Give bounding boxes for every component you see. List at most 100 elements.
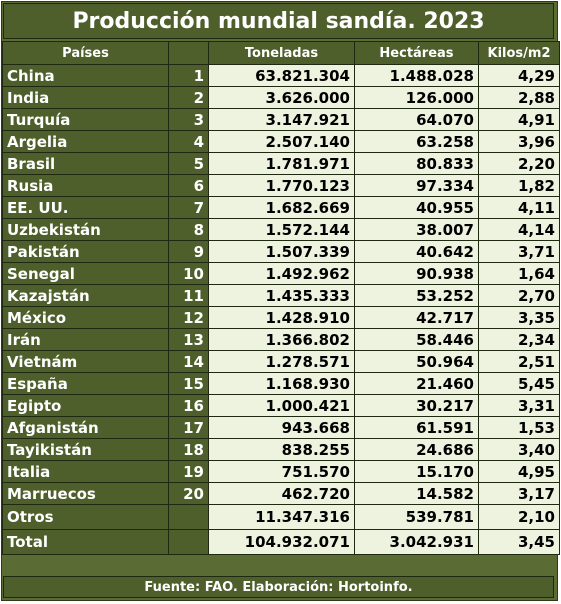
cell-rank: 8	[168, 218, 209, 241]
cell-country: Egipto	[2, 394, 169, 417]
cell-kilos: 4,95	[478, 460, 560, 483]
cell-tons: 1.435.333	[208, 284, 355, 307]
cell-kilos: 2,88	[478, 86, 560, 109]
table-row: Uzbekistán 8 1.572.144 38.007 4,14	[2, 218, 560, 241]
cell-rank: 19	[168, 460, 209, 483]
table-row: Turquía 3 3.147.921 64.070 4,91	[2, 108, 560, 131]
cell-rank: 5	[168, 152, 209, 175]
cell-tons: 1.278.571	[208, 350, 355, 373]
cell-kilos: 2,20	[478, 152, 560, 175]
cell-rank: 6	[168, 174, 209, 197]
cell-kilos: 3,71	[478, 240, 560, 263]
otros-country: Otros	[2, 504, 169, 530]
table-row: México 12 1.428.910 42.717 3,35	[2, 306, 560, 329]
page-title: Producción mundial sandía. 2023	[3, 3, 554, 39]
cell-country: Marruecos	[2, 482, 169, 505]
row-otros: Otros 11.347.316 539.781 2,10	[2, 504, 560, 530]
cell-rank: 11	[168, 284, 209, 307]
cell-tons: 1.168.930	[208, 372, 355, 395]
cell-country: Argelia	[2, 130, 169, 153]
table-row: China 1 63.821.304 1.488.028 4,29	[2, 64, 560, 87]
table-row: Brasil 5 1.781.971 80.833 2,20	[2, 152, 560, 175]
cell-country: Rusia	[2, 174, 169, 197]
cell-kilos: 1,64	[478, 262, 560, 285]
cell-tons: 462.720	[208, 482, 355, 505]
cell-tons: 1.000.421	[208, 394, 355, 417]
row-total: Total 104.932.071 3.042.931 3,45	[2, 529, 560, 555]
cell-kilos: 4,11	[478, 196, 560, 219]
cell-hectares: 80.833	[354, 152, 479, 175]
cell-hectares: 40.955	[354, 196, 479, 219]
table-row: Vietnám 14 1.278.571 50.964 2,51	[2, 350, 560, 373]
cell-tons: 3.626.000	[208, 86, 355, 109]
cell-tons: 1.572.144	[208, 218, 355, 241]
cell-tons: 1.507.339	[208, 240, 355, 263]
cell-country: Uzbekistán	[2, 218, 169, 241]
cell-kilos: 4,91	[478, 108, 560, 131]
cell-country: Turquía	[2, 108, 169, 131]
header-row: Países Toneladas Hectáreas Kilos/m2	[2, 41, 560, 65]
cell-country: India	[2, 86, 169, 109]
cell-hectares: 14.582	[354, 482, 479, 505]
cell-rank: 13	[168, 328, 209, 351]
cell-tons: 1.770.123	[208, 174, 355, 197]
table-row: España 15 1.168.930 21.460 5,45	[2, 372, 560, 395]
cell-rank: 9	[168, 240, 209, 263]
cell-tons: 2.507.140	[208, 130, 355, 153]
table-row: Tayikistán 18 838.255 24.686 3,40	[2, 438, 560, 461]
cell-hectares: 90.938	[354, 262, 479, 285]
cell-rank: 18	[168, 438, 209, 461]
cell-kilos: 4,29	[478, 64, 560, 87]
header-kilos: Kilos/m2	[478, 41, 560, 65]
table-row: Italia 19 751.570 15.170 4,95	[2, 460, 560, 483]
cell-hectares: 53.252	[354, 284, 479, 307]
cell-kilos: 2,34	[478, 328, 560, 351]
cell-hectares: 15.170	[354, 460, 479, 483]
cell-country: Vietnám	[2, 350, 169, 373]
cell-rank: 20	[168, 482, 209, 505]
table-row: Argelia 4 2.507.140 63.258 3,96	[2, 130, 560, 153]
cell-tons: 1.682.669	[208, 196, 355, 219]
total-hectares: 3.042.931	[354, 529, 479, 555]
cell-hectares: 126.000	[354, 86, 479, 109]
cell-rank: 2	[168, 86, 209, 109]
cell-hectares: 30.217	[354, 394, 479, 417]
cell-tons: 3.147.921	[208, 108, 355, 131]
cell-rank: 16	[168, 394, 209, 417]
cell-country: Afganistán	[2, 416, 169, 439]
cell-rank: 12	[168, 306, 209, 329]
cell-country: España	[2, 372, 169, 395]
header-rank	[168, 41, 209, 65]
table-row: Senegal 10 1.492.962 90.938 1,64	[2, 262, 560, 285]
cell-country: Kazajstán	[2, 284, 169, 307]
cell-country: China	[2, 64, 169, 87]
cell-country: EE. UU.	[2, 196, 169, 219]
header-country: Países	[2, 41, 169, 65]
total-rank	[168, 529, 209, 555]
cell-rank: 3	[168, 108, 209, 131]
table-row: Afganistán 17 943.668 61.591 1,53	[2, 416, 560, 439]
table-row: India 2 3.626.000 126.000 2,88	[2, 86, 560, 109]
cell-tons: 838.255	[208, 438, 355, 461]
cell-country: Tayikistán	[2, 438, 169, 461]
cell-country: Senegal	[2, 262, 169, 285]
cell-country: Brasil	[2, 152, 169, 175]
cell-country: Irán	[2, 328, 169, 351]
table-row: Egipto 16 1.000.421 30.217 3,31	[2, 394, 560, 417]
cell-hectares: 61.591	[354, 416, 479, 439]
cell-hectares: 42.717	[354, 306, 479, 329]
cell-country: Pakistán	[2, 240, 169, 263]
cell-tons: 1.492.962	[208, 262, 355, 285]
cell-kilos: 3,35	[478, 306, 560, 329]
header-tons: Toneladas	[208, 41, 355, 65]
cell-kilos: 1,53	[478, 416, 560, 439]
table-row: Kazajstán 11 1.435.333 53.252 2,70	[2, 284, 560, 307]
cell-hectares: 63.258	[354, 130, 479, 153]
otros-tons: 11.347.316	[208, 504, 355, 530]
cell-rank: 4	[168, 130, 209, 153]
production-table: Países Toneladas Hectáreas Kilos/m2 Chin…	[2, 41, 560, 555]
otros-kilos: 2,10	[478, 504, 560, 530]
source-footer: Fuente: FAO. Elaboración: Hortoinfo.	[3, 576, 554, 598]
cell-country: México	[2, 306, 169, 329]
cell-country: Italia	[2, 460, 169, 483]
